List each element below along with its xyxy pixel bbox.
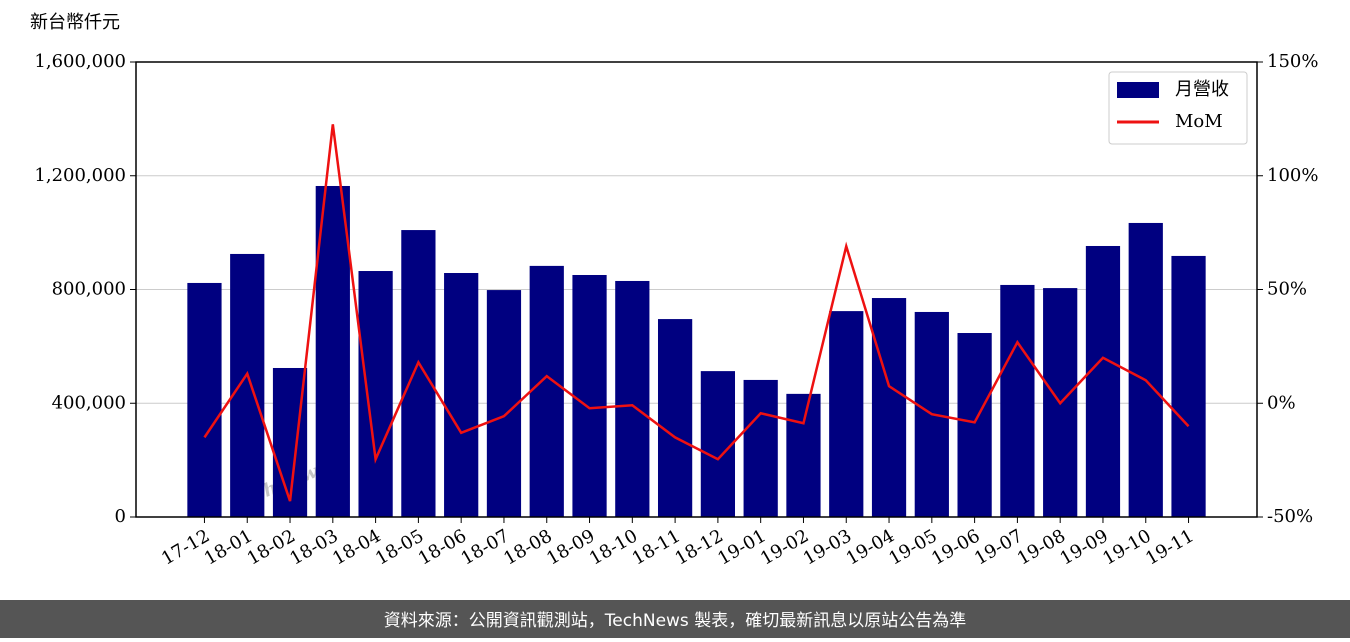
x-tick-label: 19-03 <box>800 525 855 569</box>
x-tick-label: 19-04 <box>843 525 898 569</box>
bar <box>187 282 222 517</box>
y2-tick-label: -50% <box>1267 506 1313 527</box>
bar <box>230 253 265 517</box>
bar <box>444 273 479 517</box>
footer: 資料來源：公開資訊觀測站，TechNews 製表，確切最新訊息以原站公告為準 <box>384 611 966 631</box>
footer-band <box>0 600 1350 638</box>
y2-tick-label: 50% <box>1267 279 1307 300</box>
y-tick-label: 1,200,000 <box>34 165 126 186</box>
bar <box>957 333 992 517</box>
bar <box>1085 245 1121 517</box>
bar <box>829 311 864 517</box>
y-tick-label: 0 <box>115 506 126 527</box>
x-tick-label: 18-11 <box>629 525 684 569</box>
legend-label: MoM <box>1175 111 1223 132</box>
bar <box>358 271 393 517</box>
bar <box>529 265 564 517</box>
plot-frame <box>135 61 1258 518</box>
x-tick-label: 18-10 <box>586 525 641 569</box>
bar <box>401 230 436 518</box>
x-tick-label: 18-01 <box>201 525 256 569</box>
bar <box>700 371 736 517</box>
x-tick-label: 18-05 <box>372 525 427 569</box>
x-tick-label: 19-01 <box>714 525 769 569</box>
bar <box>572 274 607 517</box>
bar <box>1128 222 1163 518</box>
y2-tick-label: 0% <box>1267 392 1296 413</box>
x-tick-label: 19-08 <box>1014 525 1069 569</box>
x-tick-label: 19-07 <box>971 525 1026 569</box>
x-tick-label: 18-04 <box>329 525 384 569</box>
bar <box>871 298 907 517</box>
bar <box>786 393 821 517</box>
legend-label: 月營收 <box>1175 79 1229 100</box>
y-axis-label: 新台幣仟元 <box>30 12 120 33</box>
x-tick-label: 19-02 <box>757 525 812 569</box>
x-tick-label: 19-09 <box>1057 525 1112 569</box>
x-tick-label: 18-03 <box>286 525 341 569</box>
bar <box>1171 255 1206 517</box>
y-tick-label: 1,600,000 <box>34 51 126 72</box>
x-tick-label: 18-09 <box>543 525 598 569</box>
bar <box>1000 284 1035 517</box>
x-tick-label: 18-06 <box>415 525 470 569</box>
x-tick-label: 19-05 <box>885 525 940 569</box>
line <box>203 124 1190 502</box>
bar <box>486 290 522 517</box>
y2-tick-label: 100% <box>1267 165 1318 186</box>
legend-swatch <box>1117 82 1159 98</box>
y-tick-label: 400,000 <box>52 392 126 413</box>
y2-tick-label: 150% <box>1267 51 1318 72</box>
bar <box>657 319 693 517</box>
x-tick-label: 18-08 <box>500 525 555 569</box>
x-tick-label: 18-07 <box>458 525 513 569</box>
x-tick-label: 17-12 <box>158 525 213 569</box>
bar <box>743 379 778 517</box>
x-tick-label: 18-02 <box>244 525 299 569</box>
y-tick-label: 800,000 <box>52 279 126 300</box>
x-tick-label: 19-11 <box>1142 525 1197 569</box>
bar <box>615 280 650 517</box>
x-tick-label: 19-06 <box>928 525 983 569</box>
x-tick-label: 19-10 <box>1099 525 1154 569</box>
bar <box>315 185 350 518</box>
x-tick-label: 18-12 <box>671 525 726 569</box>
